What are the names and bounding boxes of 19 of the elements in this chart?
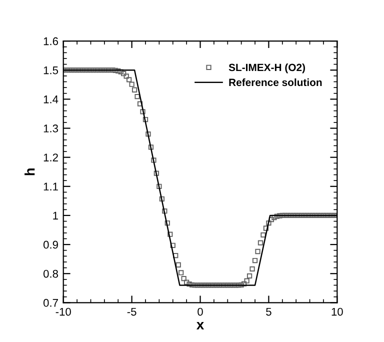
x-tick-label: -10 xyxy=(56,308,71,316)
y-tick-label: 1.4 xyxy=(44,96,58,104)
y-tick-label: 1.6 xyxy=(44,37,58,46)
y-tick-label: 0.9 xyxy=(43,240,58,249)
x-tick-label: 10 xyxy=(332,308,343,316)
legend-label: SL-IMEX-H (O2) xyxy=(228,63,305,74)
y-tick-label: 1.1 xyxy=(44,182,58,190)
x-tick-label: 5 xyxy=(266,308,272,316)
legend-label: Reference solution xyxy=(229,78,322,86)
y-tick-label: 0.7 xyxy=(43,298,58,307)
y-tick-label: 1.2 xyxy=(44,154,58,162)
x-axis-title: x xyxy=(196,322,204,330)
y-tick-label: 1.3 xyxy=(44,124,58,132)
x-tick-label: 0 xyxy=(198,308,203,316)
y-tick-label: 0.8 xyxy=(43,270,58,278)
y-tick-label: 1 xyxy=(53,212,58,220)
x-tick-label: -5 xyxy=(127,308,136,316)
y-axis-title: h xyxy=(24,168,35,176)
y-tick-label: 1.5 xyxy=(44,66,58,74)
